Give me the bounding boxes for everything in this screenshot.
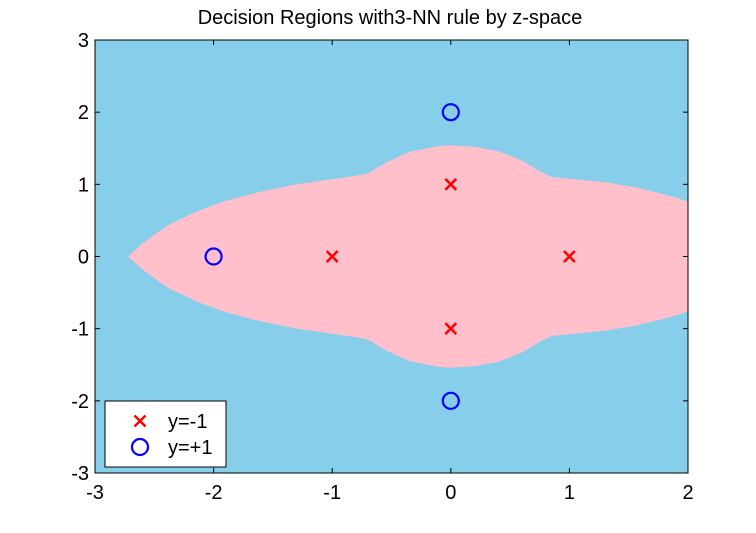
y-tick-label: -3 (71, 463, 89, 485)
y-tick-label: 2 (78, 102, 89, 124)
cross-marker (444, 322, 458, 336)
y-axis-ticks: -3 -2 -1 0 1 2 3 (71, 30, 688, 485)
negative-decision-region (128, 145, 688, 368)
data-points (204, 103, 576, 410)
legend-label: y=+1 (168, 437, 212, 459)
x-axis-ticks: -3 -2 -1 0 1 2 (86, 40, 694, 504)
circle-marker (204, 247, 223, 266)
x-tick-label: -3 (86, 482, 104, 504)
y-tick-label: -2 (71, 391, 89, 413)
legend-box (104, 400, 227, 468)
circle-marker (441, 391, 460, 410)
x-tick-label: 1 (564, 482, 575, 504)
legend-label: y=-1 (168, 411, 207, 433)
legend-marker (130, 437, 150, 457)
circle-marker (441, 103, 460, 122)
cross-marker (444, 177, 458, 191)
y-tick-label: 3 (78, 30, 89, 52)
x-tick-label: -1 (323, 482, 341, 504)
cross-marker (325, 250, 339, 263)
legend-marker (133, 414, 147, 428)
chart-title: Decision Regions with3-NN rule by z-spac… (198, 7, 583, 29)
cross-marker (563, 250, 576, 263)
x-tick-label: 2 (682, 482, 693, 504)
y-tick-label: -1 (71, 319, 89, 341)
x-tick-label: 0 (445, 482, 456, 504)
legend: y=-1 y=+1 (104, 400, 227, 468)
y-tick-label: 1 (78, 174, 89, 196)
x-tick-label: -2 (205, 482, 223, 504)
y-tick-label: 0 (78, 247, 89, 269)
